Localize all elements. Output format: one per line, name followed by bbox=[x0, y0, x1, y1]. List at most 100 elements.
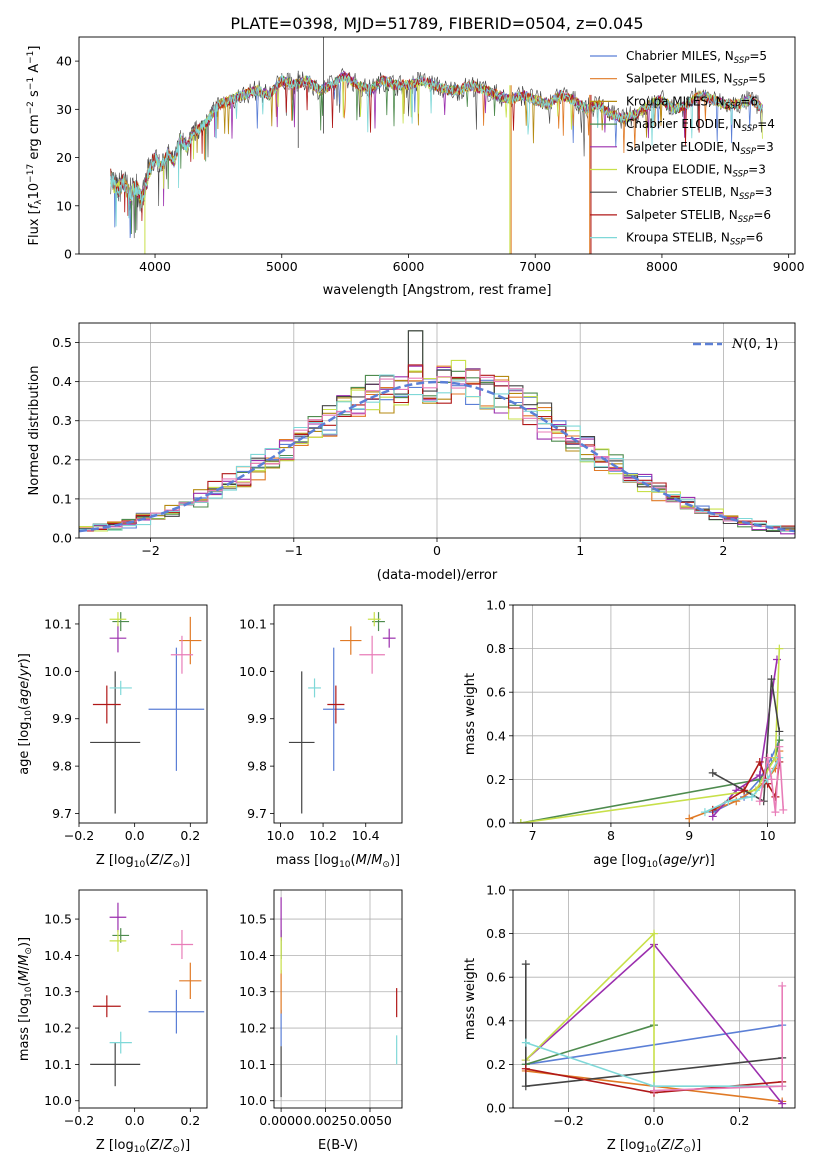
x-tick-label: 10.0 bbox=[266, 828, 294, 843]
y-tick-label: 0.0 bbox=[486, 1101, 506, 1116]
plots-container: 4000 5000 6000 7000 8000 9000010203040wavelen… bbox=[17, 36, 805, 1155]
weight-marker bbox=[521, 1082, 530, 1091]
y-tick-label: 9.9 bbox=[52, 711, 72, 726]
plot-area bbox=[90, 612, 205, 814]
plot-area bbox=[79, 330, 795, 535]
legend-entry: Salpeter MILES, NSSP=5 bbox=[626, 72, 766, 89]
weight-line-3 bbox=[525, 1024, 655, 1066]
y-tick-label: 0.2 bbox=[486, 772, 506, 787]
y-tick-label: 10.2 bbox=[239, 1021, 267, 1036]
y-tick-label: 10.0 bbox=[239, 1093, 267, 1108]
y-tick-label: 40 bbox=[56, 54, 72, 69]
weight-marker bbox=[778, 981, 787, 990]
y-tick-label: 10.4 bbox=[44, 948, 72, 963]
plot-area bbox=[280, 897, 398, 1098]
x-tick-label: 6000 bbox=[393, 259, 425, 274]
weight-line-6 bbox=[712, 678, 781, 803]
axes-frame: 0.0000 0.0025 0.0050 10.0 10.1 10.2 10.3 10.4 10… bbox=[239, 889, 403, 1153]
x-axis-label: E(B-V) bbox=[318, 1138, 358, 1153]
figure-title: PLATE=0398, MJD=51789, FIBERID=0504, z=0… bbox=[230, 14, 643, 33]
y-tick-label: 30 bbox=[56, 102, 72, 117]
x-tick-label: 4000 bbox=[139, 259, 171, 274]
x-tick-label: 0.0050 bbox=[348, 1113, 392, 1128]
y-tick-label: 10.1 bbox=[44, 616, 72, 631]
y-axis-label: Normed distribution bbox=[27, 366, 42, 496]
x-tick-label: 5000 bbox=[266, 259, 298, 274]
y-tick-label: 10.3 bbox=[44, 984, 72, 999]
y-axis-label: Flux [fλ10−17 erg cm−2 s−1 A−1] bbox=[26, 46, 44, 246]
x-tick-label: 7000 bbox=[519, 259, 551, 274]
axes-frame: −0.2 0.0 0.2 9.7 9.8 9.9 10.0 10.1 Z [log10(Z/Z⊙… bbox=[17, 604, 208, 870]
plot-area bbox=[110, 37, 763, 254]
y-tick-label: 0.3 bbox=[52, 413, 72, 428]
y-axis-label: age [log10(age/yr)] bbox=[17, 653, 34, 775]
x-tick-label: −0.2 bbox=[64, 828, 94, 843]
x-tick-label: 9 bbox=[685, 828, 693, 843]
legend: Chabrier MILES, NSSP=5 Salpeter MILES, NS… bbox=[590, 49, 775, 248]
x-tick-label: 9000 bbox=[773, 259, 805, 274]
x-axis-label: Z [log10(Z/Z⊙)] bbox=[607, 1138, 701, 1155]
x-tick-label: 0.0 bbox=[644, 1113, 664, 1128]
chart-age_vs_mass: 10.0 10.2 10.4 9.7 9.8 9.9 10.0 10.1 mass [log10… bbox=[239, 604, 403, 870]
y-tick-label: 0.0 bbox=[52, 531, 72, 546]
y-tick-label: 9.8 bbox=[247, 759, 267, 774]
y-tick-label: 9.7 bbox=[52, 806, 72, 821]
y-tick-label: 0 bbox=[64, 247, 72, 262]
grid bbox=[274, 890, 402, 1108]
weight-marker bbox=[516, 819, 525, 823]
y-tick-label: 10.0 bbox=[44, 1093, 72, 1108]
axes-border bbox=[512, 604, 796, 824]
x-tick-label: 0.2 bbox=[180, 1113, 200, 1128]
axes-border bbox=[78, 36, 796, 255]
x-tick-label: −0.2 bbox=[553, 1113, 583, 1128]
chart-weight_vs_age: 7 8 9 10 0.0 0.2 0.4 0.6 0.8 1.0 age [log10(age/yr… bbox=[463, 598, 796, 870]
legend-entry: Salpeter ELODIE, NSSP=3 bbox=[626, 140, 774, 157]
axes-border bbox=[273, 604, 403, 824]
x-axis-label: age [log10(age/yr)] bbox=[593, 853, 715, 870]
x-tick-label: 2 bbox=[719, 543, 727, 558]
weight-line-9 bbox=[759, 746, 785, 813]
x-tick-label: 7 bbox=[529, 828, 537, 843]
x-tick-label: 0.0025 bbox=[304, 1113, 348, 1128]
y-tick-label: 0.4 bbox=[486, 728, 506, 743]
x-tick-label: −0.2 bbox=[64, 1113, 94, 1128]
x-tick-label: −1 bbox=[285, 543, 303, 558]
axes-border bbox=[78, 604, 208, 824]
axes-frame: 4000 5000 6000 7000 8000 9000 0 10 20 30 40 wavelen… bbox=[26, 36, 805, 298]
histogram-series-8 bbox=[79, 374, 795, 532]
y-tick-label: 10.1 bbox=[239, 1057, 267, 1072]
y-tick-label: 9.7 bbox=[247, 806, 267, 821]
weight-marker bbox=[650, 929, 658, 938]
spectrum-line-8 bbox=[110, 74, 763, 227]
y-tick-label: 9.9 bbox=[247, 711, 267, 726]
histogram-series-extra bbox=[79, 369, 795, 532]
x-tick-label: 0.0000 bbox=[259, 1113, 303, 1128]
weight-marker bbox=[763, 753, 772, 762]
legend-entry: Chabrier ELODIE, NSSP=4 bbox=[626, 117, 775, 134]
chart-age_vs_Z: −0.2 0.0 0.2 9.7 9.8 9.9 10.0 10.1 Z [log10(Z/Z⊙… bbox=[17, 604, 208, 870]
legend-entry: Kroupa STELIB, NSSP=6 bbox=[626, 231, 763, 248]
legend-entry: Chabrier MILES, NSSP=5 bbox=[626, 49, 767, 66]
y-tick-label: 9.8 bbox=[52, 759, 72, 774]
x-tick-label: 0.0 bbox=[125, 828, 145, 843]
y-tick-label: 0.4 bbox=[52, 374, 72, 389]
weight-marker bbox=[775, 742, 784, 751]
x-tick-label: −2 bbox=[141, 543, 159, 558]
y-tick-label: 0.4 bbox=[486, 1013, 506, 1028]
legend: N(0, 1) bbox=[693, 337, 778, 352]
weight-marker bbox=[778, 1099, 787, 1108]
weight-marker bbox=[755, 771, 764, 780]
plot-area bbox=[516, 644, 788, 823]
plot-area bbox=[90, 902, 205, 1087]
x-tick-label: 10.4 bbox=[352, 828, 380, 843]
chart-mass_vs_Z: −0.2 0.0 0.2 10.0 10.1 10.2 10.3 10.4 10.5 Z [log… bbox=[17, 889, 208, 1155]
y-tick-label: 10.1 bbox=[44, 1057, 72, 1072]
x-axis-label: Z [log10(Z/Z⊙)] bbox=[96, 1138, 190, 1155]
axes-border bbox=[78, 889, 208, 1109]
legend-entry: N(0, 1) bbox=[731, 337, 778, 352]
y-axis-label: mass [log10(M/M⊙)] bbox=[17, 937, 34, 1061]
axes-frame: −0.2 0.0 0.2 0.0 0.2 0.4 0.6 0.8 1.0 Z [log10(Z/Z… bbox=[463, 883, 796, 1155]
axes-border bbox=[273, 889, 403, 1109]
plot-area bbox=[288, 612, 396, 814]
weight-marker bbox=[724, 797, 733, 806]
